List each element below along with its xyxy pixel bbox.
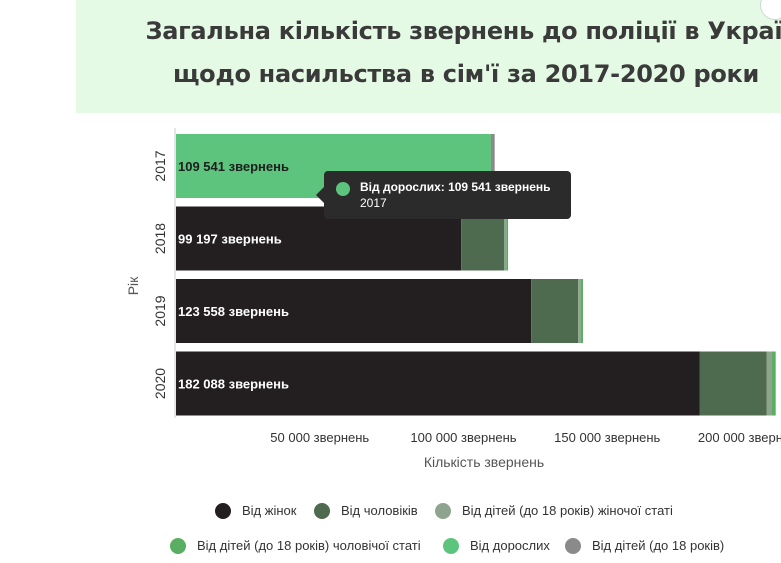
data-label-2019: 123 558 звернень [178,304,289,319]
y-tick-label-2018: 2018 [152,223,168,254]
x-tick-label-1: 100 000 звернень [410,430,516,445]
legend-dot-1 [314,503,330,519]
y-tick-label-2017: 2017 [152,150,168,181]
chart-title-box: Загальна кількість звернень до поліції в… [76,0,781,113]
bar-2020-series-3 [771,351,776,416]
x-axis-title: Кількість звернень [424,454,544,470]
tooltip-year: 2017 [360,196,387,210]
tooltip: Від дорослих: 109 541 звернень 2017 [316,171,571,219]
legend-dot-3 [170,538,186,554]
y-tick-label-2019: 2019 [152,295,168,326]
bar-2019-series-3 [580,279,583,343]
legend-label-2: Від дітей (до 18 років) жіночої статі [462,503,673,518]
legend-dot-0 [215,503,231,519]
bar-2019-series-2 [578,279,581,343]
bar-2018-series-2 [504,206,507,271]
legend-label-4: Від дорослих [470,538,550,553]
corner-button[interactable] [760,0,781,20]
legend-label-3: Від дітей (до 18 років) чоловічої статі [197,538,421,553]
y-tick-label-2020: 2020 [152,368,168,399]
legend-label-0: Від жінок [242,503,297,518]
chart-title-line-1: Загальна кількість звернень до поліції в… [145,17,781,45]
bar-2020-series-1 [699,351,767,416]
tooltip-text: Від дорослих: 109 541 звернень [360,180,551,194]
data-label-2018: 99 197 звернень [178,232,282,247]
chart-title-line-2: щодо насильства в сім'ї за 2017-2020 рок… [172,60,760,88]
bar-2019-series-0 [176,279,532,343]
bar-2020-series-0 [176,351,700,416]
bar-2020-series-2 [766,351,772,416]
data-label-2017: 109 541 звернень [178,159,289,174]
x-tick-label-2: 150 000 звернень [554,430,660,445]
legend-dot-4 [443,538,459,554]
data-label-2020: 182 088 звернень [178,377,289,392]
x-tick-label-3: 200 000 звернень [698,430,781,445]
tooltip-series-dot [336,182,350,196]
legend-label-1: Від чоловіків [341,503,418,518]
bar-2019-series-1 [531,279,579,343]
bar-2017-series-5 [490,134,495,198]
legend-label-5: Від дітей (до 18 років) [592,538,725,553]
x-tick-label-0: 50 000 звернень [270,430,369,445]
legend-dot-5 [565,538,581,554]
y-axis-title: Рік [125,276,141,295]
bar-2018-series-3 [506,206,509,271]
legend-dot-2 [435,503,451,519]
